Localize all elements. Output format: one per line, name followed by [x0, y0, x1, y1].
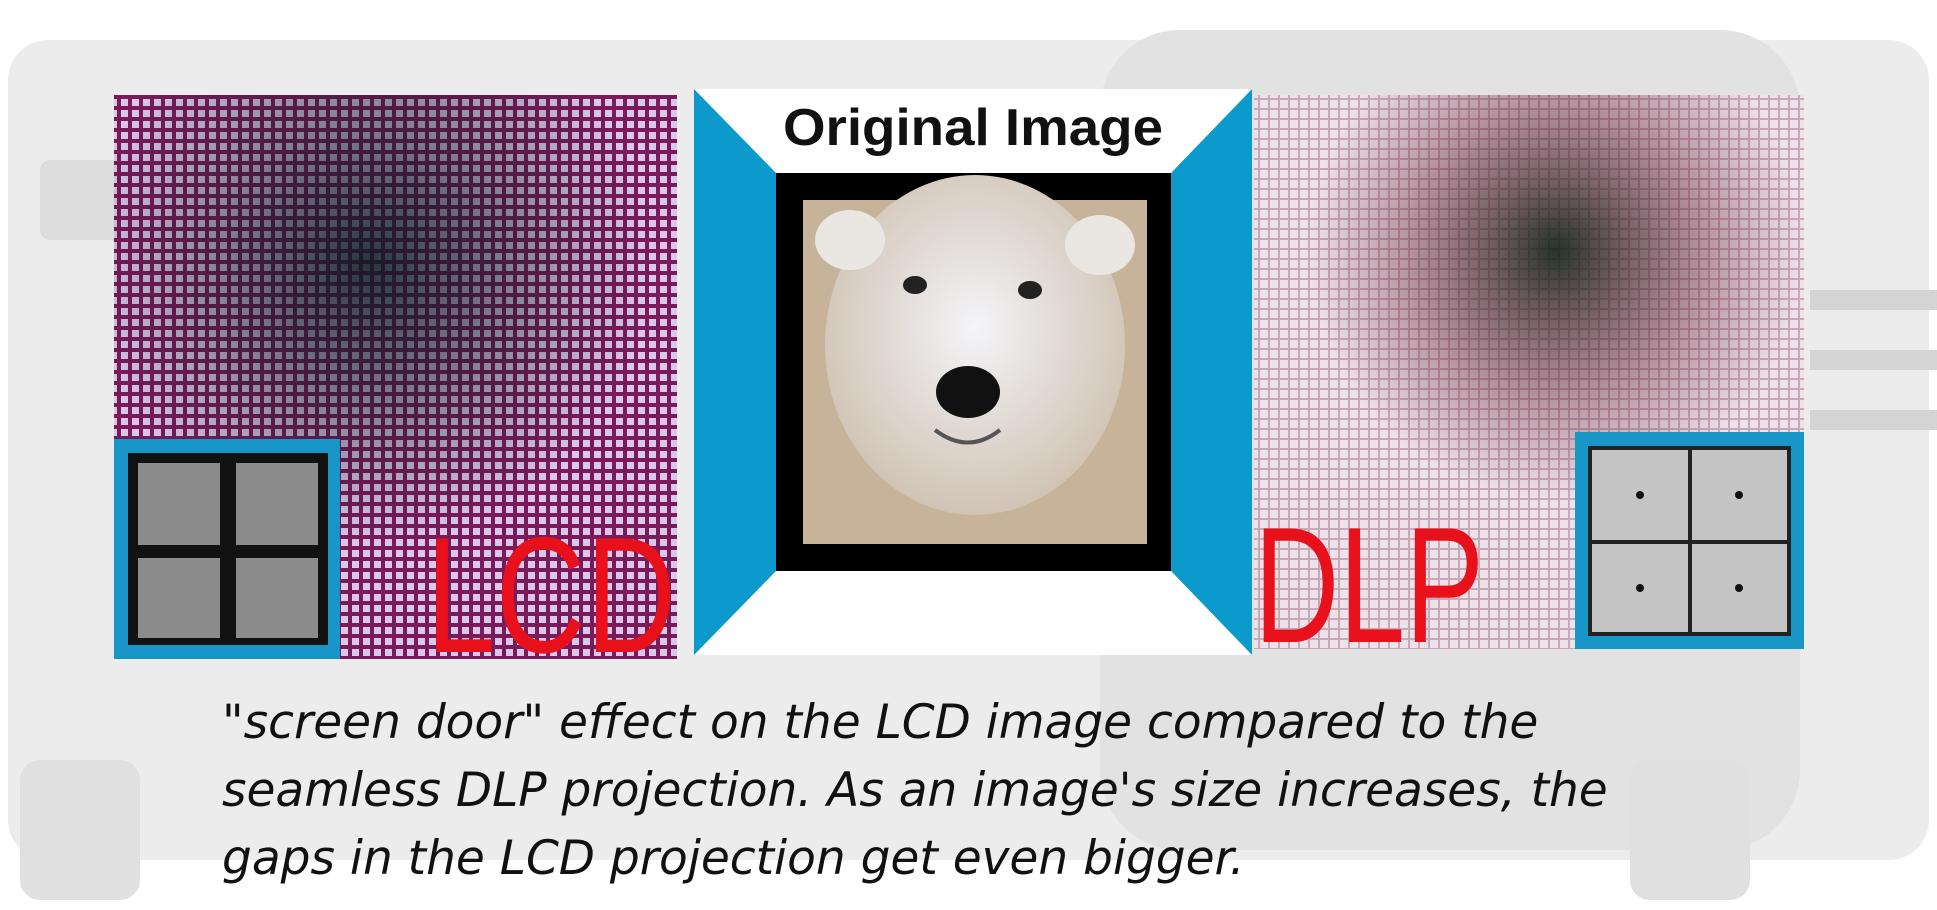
original-panel: Original Image — [694, 89, 1252, 655]
dlp-panel: DLP — [1254, 95, 1804, 677]
caption-line: gaps in the LCD projection get even bigg… — [222, 831, 1245, 886]
original-title: Original Image — [783, 99, 1163, 157]
dlp-label: DLP — [1254, 493, 1484, 677]
caption-line: seamless DLP projection. As an image's s… — [222, 763, 1608, 818]
caption-line: "screen door" effect on the LCD image co… — [222, 695, 1538, 750]
lcd-panel: LCD — [114, 95, 677, 687]
figure: LCD Original Image DLP "screen door" eff… — [0, 0, 1937, 910]
lcd-label: LCD — [426, 503, 676, 687]
